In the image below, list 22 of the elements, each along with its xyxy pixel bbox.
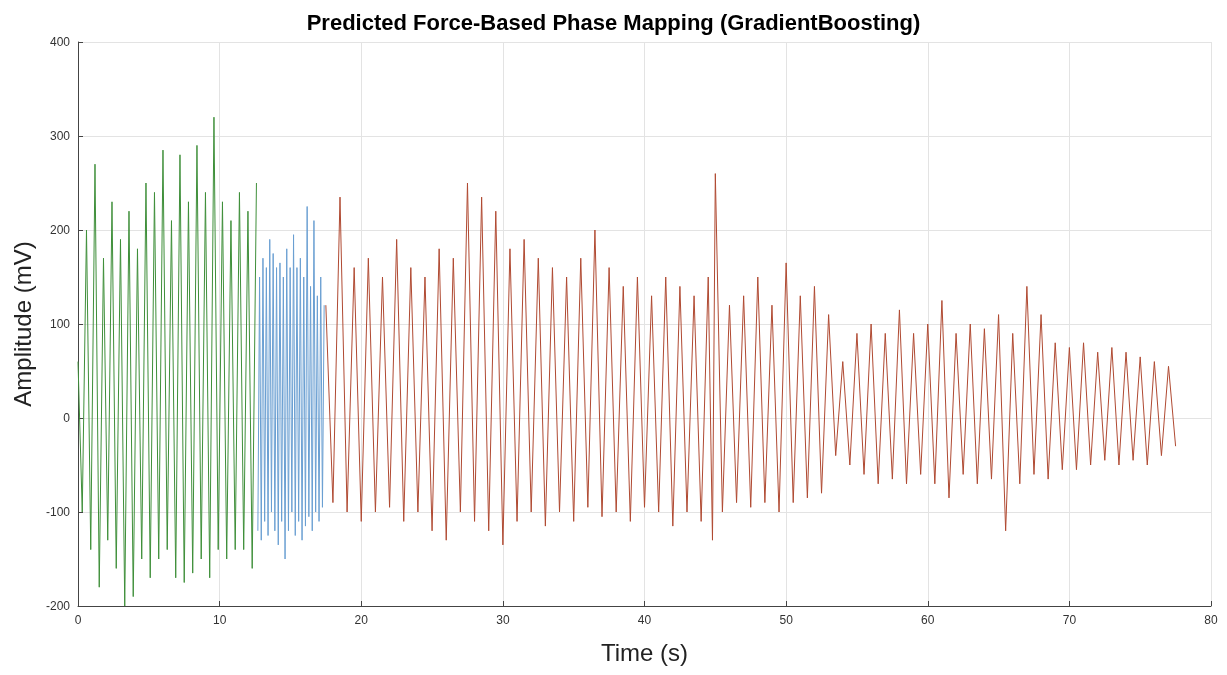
- y-tick-label: -200: [45, 599, 71, 613]
- y-tick-label: -100: [45, 505, 71, 519]
- y-axis-title: Amplitude (mV): [8, 241, 36, 407]
- x-tick-label: 40: [637, 613, 652, 627]
- line-series: [77, 116, 257, 607]
- line-series: [257, 206, 325, 560]
- x-tick-label: 30: [496, 613, 510, 627]
- y-tick-label: 200: [49, 223, 71, 237]
- x-tick-label: 60: [921, 613, 935, 627]
- y-tick-label: 300: [49, 129, 71, 143]
- y-tick-label: 100: [49, 317, 71, 331]
- x-tick-label: 80: [1204, 613, 1218, 627]
- x-tick-label: 10: [212, 613, 227, 627]
- x-tick-label: 70: [1062, 613, 1077, 627]
- chart-title: Predicted Force-Based Phase Mapping (GradientBoosting): [306, 9, 921, 35]
- line-series: [325, 173, 1177, 546]
- x-axis-title: Time (s): [600, 638, 689, 666]
- y-tick-label: 0: [63, 411, 71, 425]
- y-tick-label: 400: [49, 35, 71, 49]
- x-tick-label: 0: [74, 613, 82, 627]
- x-tick-label: 50: [779, 613, 794, 627]
- x-tick-label: 20: [354, 613, 369, 627]
